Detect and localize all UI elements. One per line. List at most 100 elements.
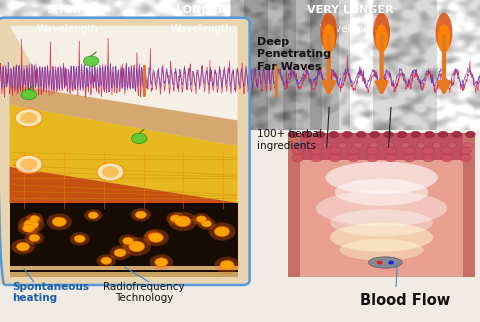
Ellipse shape xyxy=(321,13,337,52)
Circle shape xyxy=(84,209,102,221)
Circle shape xyxy=(291,142,300,148)
Circle shape xyxy=(397,131,407,138)
Circle shape xyxy=(102,166,119,178)
Circle shape xyxy=(24,232,44,244)
Circle shape xyxy=(52,217,66,226)
Circle shape xyxy=(215,257,240,274)
Circle shape xyxy=(370,142,378,148)
Text: Spontaneous
heating: Spontaneous heating xyxy=(12,282,89,303)
Circle shape xyxy=(18,215,45,233)
Text: 100+ herbal
ingredients: 100+ herbal ingredients xyxy=(257,129,322,151)
Circle shape xyxy=(129,241,144,252)
Circle shape xyxy=(123,237,133,244)
Circle shape xyxy=(348,147,360,155)
Circle shape xyxy=(311,147,322,155)
Circle shape xyxy=(202,220,212,227)
Circle shape xyxy=(119,234,138,247)
Polygon shape xyxy=(10,84,238,146)
Circle shape xyxy=(135,211,146,219)
Circle shape xyxy=(144,229,169,246)
Circle shape xyxy=(388,260,394,264)
Circle shape xyxy=(170,215,181,222)
Text: Deep
Penetrating
Far Waves: Deep Penetrating Far Waves xyxy=(257,37,331,72)
Circle shape xyxy=(196,216,206,223)
Circle shape xyxy=(144,230,162,242)
Bar xyxy=(244,0,322,130)
Circle shape xyxy=(220,260,234,270)
Circle shape xyxy=(74,235,85,242)
Circle shape xyxy=(215,226,229,237)
Bar xyxy=(229,0,268,130)
Ellipse shape xyxy=(330,223,433,252)
Circle shape xyxy=(417,142,425,148)
Circle shape xyxy=(20,112,37,124)
Circle shape xyxy=(70,232,90,245)
Bar xyxy=(288,133,300,277)
Circle shape xyxy=(150,254,173,270)
Bar xyxy=(231,0,296,130)
Circle shape xyxy=(460,154,471,162)
Circle shape xyxy=(292,147,303,155)
Ellipse shape xyxy=(435,13,452,52)
Ellipse shape xyxy=(330,209,433,236)
Circle shape xyxy=(432,142,441,148)
Circle shape xyxy=(301,131,311,138)
Circle shape xyxy=(466,131,475,138)
Bar xyxy=(0,130,480,322)
Circle shape xyxy=(166,212,185,225)
Circle shape xyxy=(114,249,126,257)
Ellipse shape xyxy=(325,162,438,194)
Circle shape xyxy=(460,147,471,155)
Circle shape xyxy=(16,242,29,251)
FancyBboxPatch shape xyxy=(0,18,250,285)
Circle shape xyxy=(132,133,147,144)
Circle shape xyxy=(356,131,366,138)
Bar xyxy=(10,272,238,277)
Circle shape xyxy=(377,260,383,264)
Circle shape xyxy=(288,131,298,138)
Circle shape xyxy=(438,131,448,138)
Circle shape xyxy=(464,142,472,148)
Circle shape xyxy=(448,142,456,148)
Circle shape xyxy=(338,142,347,148)
Circle shape xyxy=(148,233,158,240)
Circle shape xyxy=(109,246,131,260)
Circle shape xyxy=(192,213,210,225)
Bar xyxy=(283,0,339,130)
Circle shape xyxy=(322,142,331,148)
Text: Wavelength: Wavelength xyxy=(320,24,381,34)
Circle shape xyxy=(21,90,36,100)
Bar xyxy=(310,0,350,130)
Ellipse shape xyxy=(335,179,428,206)
Text: SHORT: SHORT xyxy=(46,5,88,15)
Bar xyxy=(10,266,238,270)
Circle shape xyxy=(311,154,322,162)
Circle shape xyxy=(26,213,43,225)
Circle shape xyxy=(343,131,352,138)
Text: LONGER: LONGER xyxy=(176,5,227,15)
Circle shape xyxy=(329,131,338,138)
Circle shape xyxy=(197,218,216,230)
Circle shape xyxy=(30,215,39,222)
Circle shape xyxy=(452,131,462,138)
Circle shape xyxy=(29,234,40,242)
Ellipse shape xyxy=(438,24,450,53)
Bar xyxy=(288,133,475,277)
Circle shape xyxy=(370,131,380,138)
Circle shape xyxy=(425,131,434,138)
Circle shape xyxy=(307,142,315,148)
Text: Wavelength: Wavelength xyxy=(171,24,232,34)
Circle shape xyxy=(404,154,415,162)
Circle shape xyxy=(149,233,163,242)
Circle shape xyxy=(292,154,303,162)
Circle shape xyxy=(367,147,378,155)
Circle shape xyxy=(175,216,191,227)
Text: VERY LONGER: VERY LONGER xyxy=(307,5,394,15)
Circle shape xyxy=(20,158,37,170)
Circle shape xyxy=(385,147,396,155)
Circle shape xyxy=(84,56,99,66)
Circle shape xyxy=(411,131,420,138)
Ellipse shape xyxy=(323,24,335,53)
Circle shape xyxy=(96,254,116,267)
Bar xyxy=(463,133,475,277)
